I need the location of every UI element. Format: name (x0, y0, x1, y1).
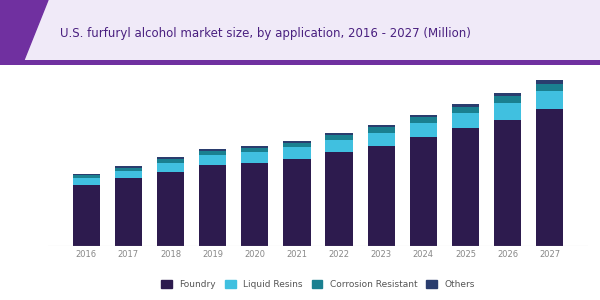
Bar (536, 109, 563, 246)
Bar (157, 158, 184, 159)
Bar (325, 140, 353, 152)
Bar (536, 91, 563, 109)
Bar (199, 152, 226, 155)
Polygon shape (0, 0, 48, 60)
Bar (452, 128, 479, 246)
Legend: Foundry, Liquid Resins, Corrosion Resistant, Others: Foundry, Liquid Resins, Corrosion Resist… (158, 276, 478, 292)
Bar (368, 146, 395, 246)
Bar (199, 165, 226, 246)
Bar (241, 148, 268, 152)
Bar (199, 155, 226, 165)
Bar (494, 93, 521, 96)
Bar (494, 119, 521, 246)
Bar (241, 152, 268, 163)
Bar (73, 185, 100, 246)
Bar (157, 163, 184, 172)
Bar (73, 176, 100, 178)
Bar (410, 123, 437, 137)
Bar (283, 143, 311, 147)
Bar (283, 141, 311, 143)
Bar (368, 133, 395, 146)
Bar (494, 103, 521, 119)
Bar (452, 113, 479, 128)
Bar (452, 104, 479, 107)
Bar (325, 152, 353, 246)
Bar (199, 149, 226, 152)
Bar (115, 171, 142, 178)
Bar (536, 84, 563, 91)
Bar (115, 178, 142, 246)
Bar (536, 80, 563, 84)
Bar (494, 96, 521, 103)
Bar (241, 146, 268, 148)
Bar (452, 107, 479, 113)
Bar (325, 135, 353, 140)
Bar (410, 115, 437, 117)
Bar (283, 159, 311, 246)
Bar (368, 125, 395, 128)
Bar (115, 166, 142, 167)
Bar (368, 128, 395, 133)
Bar (241, 163, 268, 246)
Bar (157, 159, 184, 163)
Bar (283, 147, 311, 159)
Bar (115, 167, 142, 171)
Bar (410, 117, 437, 123)
Bar (410, 137, 437, 246)
Bar (73, 174, 100, 176)
Text: U.S. furfuryl alcohol market size, by application, 2016 - 2027 (Million): U.S. furfuryl alcohol market size, by ap… (60, 26, 471, 40)
Bar (73, 178, 100, 185)
Bar (157, 172, 184, 246)
Bar (325, 133, 353, 135)
